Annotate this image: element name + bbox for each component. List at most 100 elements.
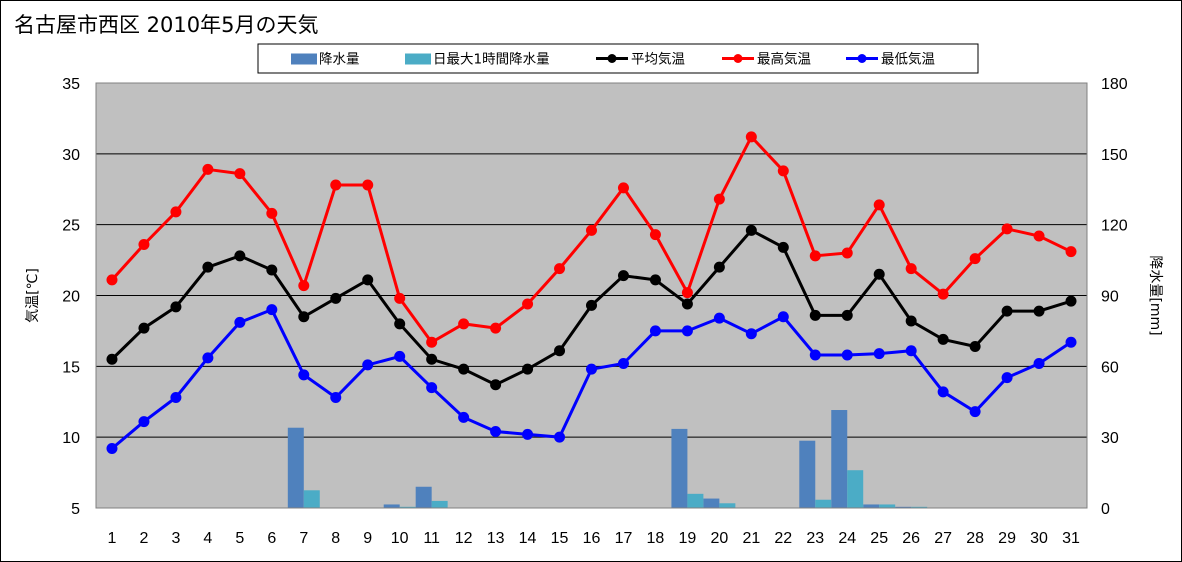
series-point (490, 322, 502, 334)
series-point (586, 299, 597, 311)
x-tick-label: 1 (108, 530, 117, 547)
series-point (713, 261, 725, 273)
series-point (426, 382, 438, 394)
bar-precipitation (895, 506, 912, 508)
series-point (458, 318, 470, 330)
series-point (586, 363, 597, 375)
x-tick-label: 12 (455, 530, 473, 547)
series-point (745, 224, 757, 236)
legend-item-max-hourly-precipitation: 日最大1時間降水量 (405, 52, 550, 68)
bar-max-hourly-precipitation (879, 504, 896, 508)
y-tick-label: 30 (62, 147, 80, 164)
bar-precipitation (703, 498, 720, 508)
series-point (106, 274, 118, 286)
series-point (1001, 305, 1013, 317)
bar-precipitation (287, 427, 304, 508)
series-point (1033, 358, 1045, 369)
series-point (649, 229, 661, 241)
series-point (1001, 372, 1013, 384)
series-point (554, 431, 566, 443)
x-tick-label: 3 (171, 530, 180, 547)
legend-swatch-marker (733, 54, 743, 63)
x-tick-label: 5 (235, 530, 244, 547)
y2-tick-label: 0 (1101, 501, 1110, 518)
series-point (202, 352, 214, 364)
x-tick-label: 6 (267, 530, 276, 547)
y2-tick-label: 150 (1101, 147, 1128, 164)
series-point (138, 322, 150, 334)
x-tick-label: 17 (615, 530, 633, 547)
y2-axis-title: 降水量[mm] (1147, 255, 1163, 335)
x-tick-label: 21 (742, 530, 760, 547)
legend-item-precipitation: 降水量 (291, 52, 360, 68)
series-point (873, 199, 885, 211)
series-point (362, 179, 374, 191)
series-point (1033, 305, 1045, 317)
series-point (649, 325, 661, 337)
series-point (969, 341, 981, 352)
bar-max-hourly-precipitation (911, 506, 928, 508)
legend-swatch-marker (607, 54, 617, 63)
series-point (841, 349, 853, 361)
series-point (809, 309, 821, 321)
y-tick-label: 15 (62, 359, 80, 376)
x-tick-label: 29 (998, 530, 1016, 547)
x-tick-label: 14 (519, 530, 537, 547)
series-point (106, 443, 118, 454)
x-tick-label: 13 (487, 530, 505, 547)
bar-precipitation (415, 486, 432, 508)
series-point (745, 328, 757, 340)
series-point (777, 165, 789, 177)
bar-max-hourly-precipitation (431, 500, 448, 508)
bar-max-hourly-precipitation (303, 490, 320, 508)
x-tick-label: 23 (806, 530, 824, 547)
series-point (234, 168, 246, 180)
series-point (394, 350, 406, 362)
series-point (170, 301, 182, 313)
y-tick-label: 10 (62, 430, 80, 447)
x-tick-label: 8 (331, 530, 340, 547)
series-point (681, 298, 693, 310)
legend: 降水量 日最大1時間降水量 平均気温 最高気温 最低気温 (257, 43, 979, 74)
series-point (458, 411, 470, 423)
series-point (937, 333, 949, 345)
series-point (266, 304, 278, 316)
series-point (330, 392, 342, 403)
series-point (202, 163, 214, 175)
bar-precipitation (863, 504, 880, 508)
series-point (394, 292, 406, 304)
x-tick-label: 30 (1030, 530, 1048, 547)
y2-tick-label: 120 (1101, 218, 1128, 235)
x-tick-label: 28 (966, 530, 984, 547)
bar-max-hourly-precipitation (719, 503, 736, 508)
bar-precipitation (383, 504, 400, 508)
series-point (298, 280, 310, 292)
series-point (106, 353, 118, 365)
x-tick-label: 27 (934, 530, 952, 547)
x-tick-label: 9 (363, 530, 372, 547)
series-point (841, 309, 853, 321)
series-point (170, 206, 182, 218)
series-point (937, 288, 949, 300)
series-point (490, 426, 502, 437)
series-point (745, 131, 757, 143)
legend-item-min-temperature: 最低気温 (846, 52, 935, 68)
series-point (554, 263, 566, 275)
series-point (522, 363, 534, 375)
x-tick-label: 24 (838, 530, 856, 547)
x-tick-label: 18 (647, 530, 665, 547)
series-point (298, 311, 310, 323)
bar-max-hourly-precipitation (847, 470, 864, 508)
y-tick-label: 25 (62, 218, 80, 235)
legend-label: 平均気温 (631, 52, 685, 68)
series-point (937, 386, 949, 398)
series-point (266, 207, 278, 219)
series-point (841, 247, 853, 259)
series-point (426, 336, 438, 348)
series-point (522, 298, 534, 310)
series-point (1065, 336, 1077, 348)
bar-max-hourly-precipitation (399, 506, 416, 508)
plot-border (95, 82, 1088, 509)
series-point (138, 239, 150, 250)
series-point (170, 392, 182, 403)
